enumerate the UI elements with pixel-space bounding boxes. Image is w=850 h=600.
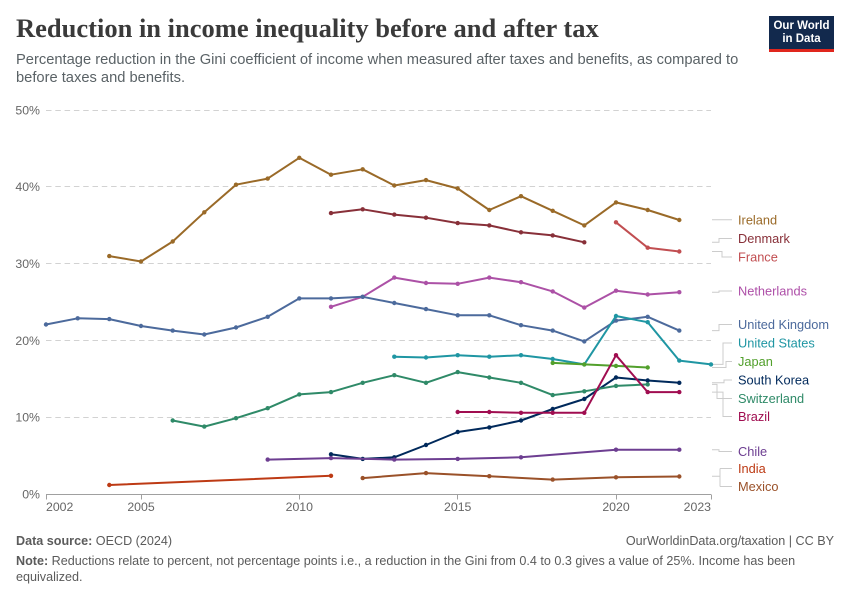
svg-text:2015: 2015 — [444, 500, 472, 514]
svg-text:50%: 50% — [15, 103, 40, 117]
svg-text:Chile: Chile — [738, 444, 767, 459]
svg-text:2023: 2023 — [684, 500, 712, 514]
svg-text:United States: United States — [738, 336, 815, 351]
svg-text:Ireland: Ireland — [738, 213, 777, 228]
svg-text:Netherlands: Netherlands — [738, 284, 807, 299]
svg-text:0%: 0% — [22, 487, 40, 501]
svg-text:2010: 2010 — [286, 500, 314, 514]
svg-text:20%: 20% — [15, 334, 40, 348]
svg-text:France: France — [738, 250, 778, 265]
svg-text:2002: 2002 — [46, 500, 74, 514]
svg-text:10%: 10% — [15, 411, 40, 425]
svg-text:2005: 2005 — [127, 500, 155, 514]
svg-text:India: India — [738, 461, 767, 476]
svg-text:Switzerland: Switzerland — [738, 391, 804, 406]
svg-text:40%: 40% — [15, 180, 40, 194]
svg-text:30%: 30% — [15, 257, 40, 271]
svg-text:South Korea: South Korea — [738, 373, 810, 388]
svg-text:United Kingdom: United Kingdom — [738, 317, 829, 332]
svg-text:Denmark: Denmark — [738, 231, 791, 246]
svg-text:2020: 2020 — [602, 500, 630, 514]
svg-text:Japan: Japan — [738, 354, 773, 369]
svg-text:Brazil: Brazil — [738, 409, 770, 424]
svg-text:Mexico: Mexico — [738, 479, 779, 494]
